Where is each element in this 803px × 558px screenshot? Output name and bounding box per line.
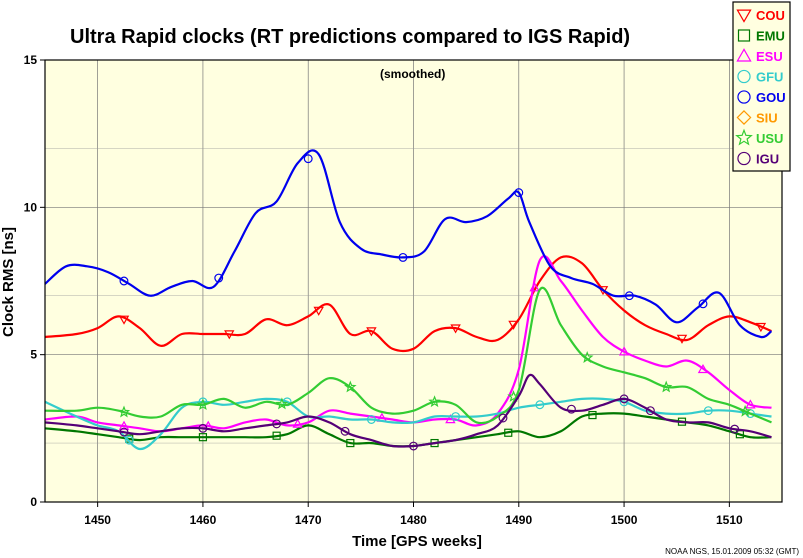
series-line-gou: [44, 149, 773, 339]
x-tick-label: 1500: [611, 513, 638, 527]
data-point-cou: [755, 322, 767, 333]
x-tick-label: 1470: [295, 513, 322, 527]
data-point-igu: [272, 419, 282, 429]
series-line-usu: [44, 286, 772, 425]
x-axis-label: Time [GPS weeks]: [352, 533, 482, 550]
data-point-cou: [118, 315, 130, 325]
data-point-gou: [398, 252, 408, 262]
data-point-igu: [645, 406, 655, 416]
data-point-igu: [119, 427, 129, 437]
data-point-emu: [198, 433, 208, 442]
credit-text: NOAA NGS, 15.01.2009 05:32 (GMT): [665, 547, 799, 556]
legend-marker-usu: [735, 128, 753, 146]
y-tick-label: 15: [24, 53, 38, 67]
data-point-usu: [659, 380, 673, 393]
data-point-gou: [214, 273, 224, 283]
data-point-usu: [581, 351, 594, 363]
legend-label-emu: EMU: [756, 29, 785, 44]
legend-marker-gfu: [737, 69, 751, 84]
data-point-igu: [198, 423, 208, 433]
legend-marker-emu: [737, 29, 751, 42]
data-point-esu: [529, 282, 540, 292]
data-point-igu: [498, 413, 508, 423]
data-point-gfu: [703, 406, 713, 416]
data-point-igu: [730, 424, 740, 434]
data-point-gfu: [366, 415, 376, 424]
axis-ticks: 1450 1460 1470 1480 1490 1500 1510 0 5 10 15: [24, 53, 743, 527]
legend-marker-esu: [736, 48, 752, 62]
data-point-gfu: [451, 412, 461, 421]
x-tick-label: 1490: [505, 513, 532, 527]
data-point-esu: [118, 420, 130, 430]
series-cou: [44, 255, 772, 353]
data-point-esu: [618, 346, 630, 356]
x-tick-label: 1450: [84, 513, 111, 527]
data-point-igu: [566, 404, 576, 414]
data-point-usu: [507, 390, 520, 402]
data-point-igu: [409, 441, 418, 451]
legend-label-gou: GOU: [756, 90, 786, 105]
data-point-emu: [346, 438, 355, 448]
data-point-gou: [303, 154, 313, 164]
data-point-usu: [344, 380, 357, 393]
y-tick-label: 10: [24, 200, 38, 214]
chart-subtitle: (smoothed): [380, 67, 445, 81]
series-igu: [44, 373, 772, 451]
data-point-gou: [698, 299, 708, 309]
data-point-gou: [624, 291, 634, 301]
data-point-cou: [224, 330, 235, 340]
legend-label-siu: SIU: [756, 111, 778, 126]
data-point-usu: [196, 398, 210, 411]
data-point-igu: [340, 426, 350, 436]
x-tick-label: 1480: [400, 513, 427, 527]
data-point-usu: [275, 397, 289, 410]
data-point-usu: [738, 404, 752, 417]
y-axis-label: Clock RMS [ns]: [0, 227, 17, 337]
data-point-esu: [697, 363, 709, 374]
y-tick-label: 5: [30, 348, 37, 362]
series-gou: [44, 149, 773, 339]
x-tick-label: 1510: [716, 513, 743, 527]
legend-label-cou: COU: [756, 8, 785, 23]
data-point-gou: [119, 276, 129, 286]
legend-marker-gou: [737, 90, 751, 104]
legend-label-usu: USU: [756, 131, 783, 146]
data-point-usu: [428, 395, 441, 408]
data-point-gfu: [124, 435, 134, 445]
legend-label-gfu: GFU: [756, 70, 783, 85]
data-point-esu: [745, 399, 756, 409]
data-point-cou: [508, 320, 519, 330]
chart-title: Ultra Rapid clocks (RT predictions compa…: [70, 26, 630, 48]
legend-label-esu: ESU: [756, 49, 783, 64]
data-point-igu: [619, 394, 629, 404]
data-point-emu: [272, 431, 281, 440]
data-point-cou: [366, 327, 377, 337]
data-point-cou: [676, 334, 688, 344]
y-tick-label: 0: [30, 495, 37, 509]
series-usu: [44, 286, 772, 425]
data-point-emu: [504, 428, 513, 437]
legend: COU EMU ESU GFU GOU SIU USU IGU: [732, 1, 791, 172]
data-point-cou: [313, 306, 324, 316]
data-point-gfu: [535, 400, 545, 410]
series-line-cou: [44, 255, 772, 353]
legend-marker-siu: [736, 110, 752, 125]
data-point-gou: [514, 188, 524, 198]
legend-marker-igu: [737, 151, 751, 166]
x-tick-label: 1460: [190, 513, 217, 527]
legend-label-igu: IGU: [756, 152, 779, 167]
data-point-cou: [450, 324, 461, 334]
data-point-emu: [588, 410, 597, 420]
data-point-esu: [292, 418, 303, 428]
data-point-usu: [117, 405, 131, 418]
legend-marker-cou: [736, 9, 752, 23]
series-layer: [44, 149, 773, 451]
